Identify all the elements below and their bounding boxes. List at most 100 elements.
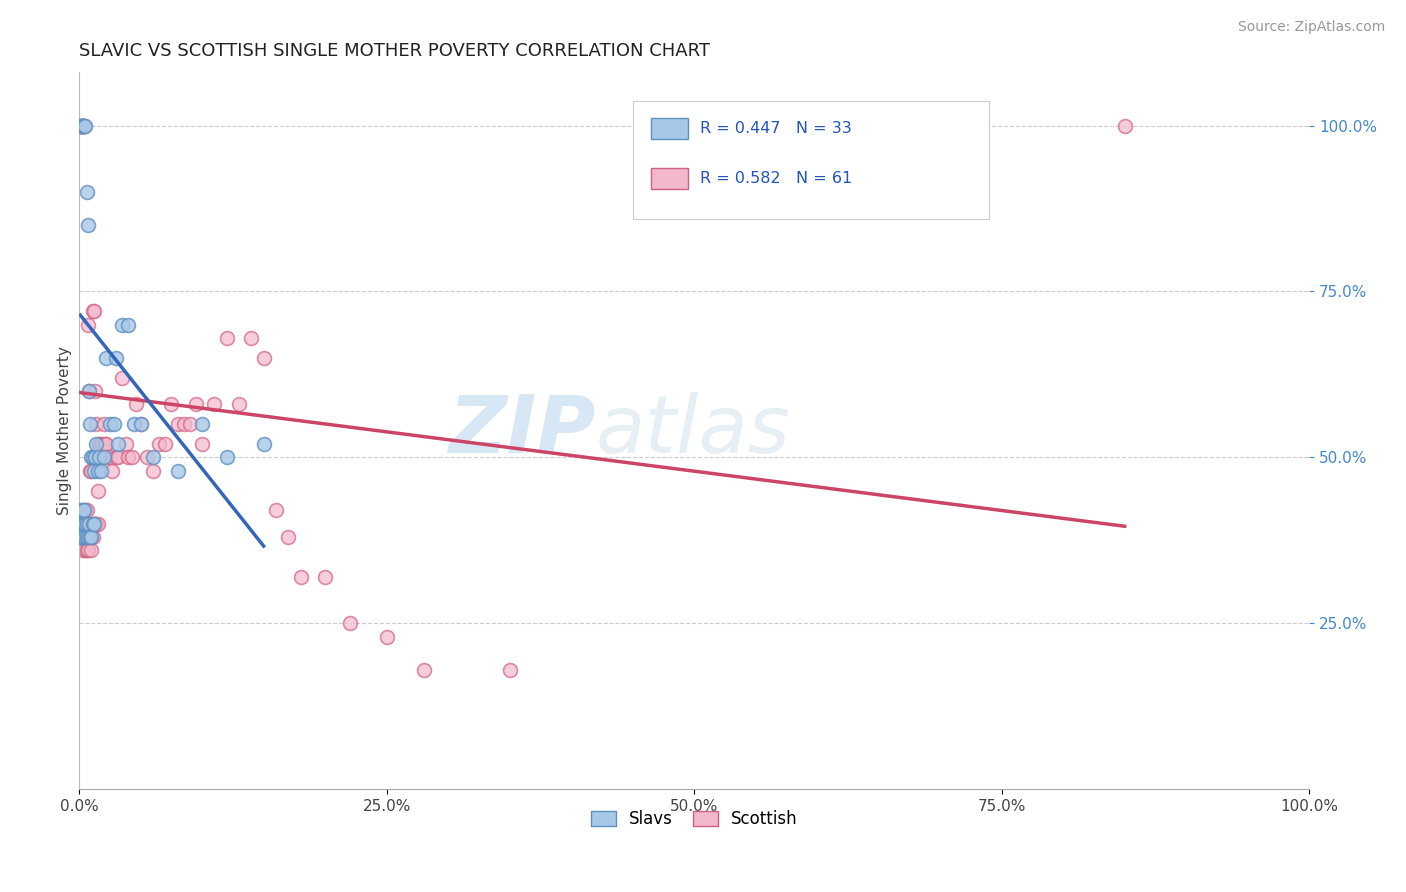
Point	[166, 464, 188, 478]
Point	[76, 503, 98, 517]
Point	[76, 543, 98, 558]
Point	[191, 417, 214, 432]
Point	[173, 417, 195, 432]
Point	[77, 384, 100, 398]
Point	[70, 530, 93, 544]
Point	[375, 630, 398, 644]
Point	[69, 530, 91, 544]
Point	[90, 450, 112, 465]
Point	[215, 450, 238, 465]
Point	[72, 503, 94, 517]
Point	[83, 304, 105, 318]
Point	[191, 437, 214, 451]
Point	[69, 516, 91, 531]
Point	[70, 119, 93, 133]
Point	[76, 530, 98, 544]
Point	[86, 464, 108, 478]
Point	[73, 516, 96, 531]
Point	[105, 450, 128, 465]
FancyBboxPatch shape	[633, 101, 990, 219]
Point	[253, 351, 276, 365]
Point	[82, 304, 104, 318]
Point	[76, 530, 98, 544]
Point	[135, 450, 157, 465]
Point	[101, 464, 124, 478]
Point	[73, 119, 96, 133]
Point	[76, 218, 98, 232]
Point	[90, 464, 112, 478]
Point	[96, 351, 118, 365]
Point	[148, 437, 170, 451]
Point	[76, 530, 98, 544]
Point	[107, 450, 129, 465]
Point	[117, 450, 139, 465]
Point	[72, 119, 94, 133]
Point	[142, 450, 165, 465]
Bar	[651, 118, 688, 139]
Point	[129, 417, 152, 432]
Point	[72, 119, 94, 133]
Point	[75, 543, 97, 558]
Point	[94, 437, 117, 451]
Point	[69, 530, 91, 544]
Point	[253, 437, 276, 451]
Point	[69, 503, 91, 517]
Point	[79, 530, 101, 544]
Point	[75, 119, 97, 133]
Point	[277, 530, 299, 544]
Point	[105, 351, 128, 365]
Point	[103, 417, 125, 432]
Text: R = 0.582   N = 61: R = 0.582 N = 61	[700, 171, 852, 186]
Point	[96, 450, 118, 465]
Point	[79, 530, 101, 544]
Point	[412, 663, 434, 677]
Point	[76, 318, 98, 332]
Point	[129, 417, 152, 432]
Point	[215, 331, 238, 345]
Point	[179, 417, 201, 432]
Point	[76, 185, 98, 199]
Point	[98, 417, 121, 432]
Point	[77, 530, 100, 544]
Text: Source: ZipAtlas.com: Source: ZipAtlas.com	[1237, 20, 1385, 34]
Point	[79, 464, 101, 478]
Point	[80, 450, 103, 465]
Point	[75, 530, 97, 544]
Point	[121, 450, 143, 465]
Point	[72, 530, 94, 544]
Point	[76, 530, 98, 544]
Point	[290, 570, 312, 584]
Point	[70, 119, 93, 133]
Point	[72, 516, 94, 531]
Point	[107, 437, 129, 451]
Point	[72, 530, 94, 544]
Point	[160, 397, 183, 411]
Point	[69, 119, 91, 133]
Point	[498, 663, 520, 677]
Point	[75, 530, 97, 544]
Point	[73, 119, 96, 133]
Point	[83, 464, 105, 478]
Point	[83, 516, 105, 531]
Point	[69, 119, 91, 133]
Point	[84, 384, 107, 398]
Point	[69, 119, 91, 133]
Point	[73, 530, 96, 544]
Point	[115, 437, 138, 451]
Point	[80, 464, 103, 478]
Point	[79, 417, 101, 432]
Point	[72, 543, 94, 558]
Point	[91, 437, 114, 451]
Point	[82, 450, 104, 465]
Point	[124, 417, 146, 432]
Bar	[651, 168, 688, 189]
Point	[155, 437, 177, 451]
Point	[70, 516, 93, 531]
Point	[75, 516, 97, 531]
Point	[93, 450, 115, 465]
Text: atlas: atlas	[596, 392, 790, 470]
Point	[76, 543, 98, 558]
Point	[84, 516, 107, 531]
Point	[77, 384, 100, 398]
Point	[87, 437, 110, 451]
